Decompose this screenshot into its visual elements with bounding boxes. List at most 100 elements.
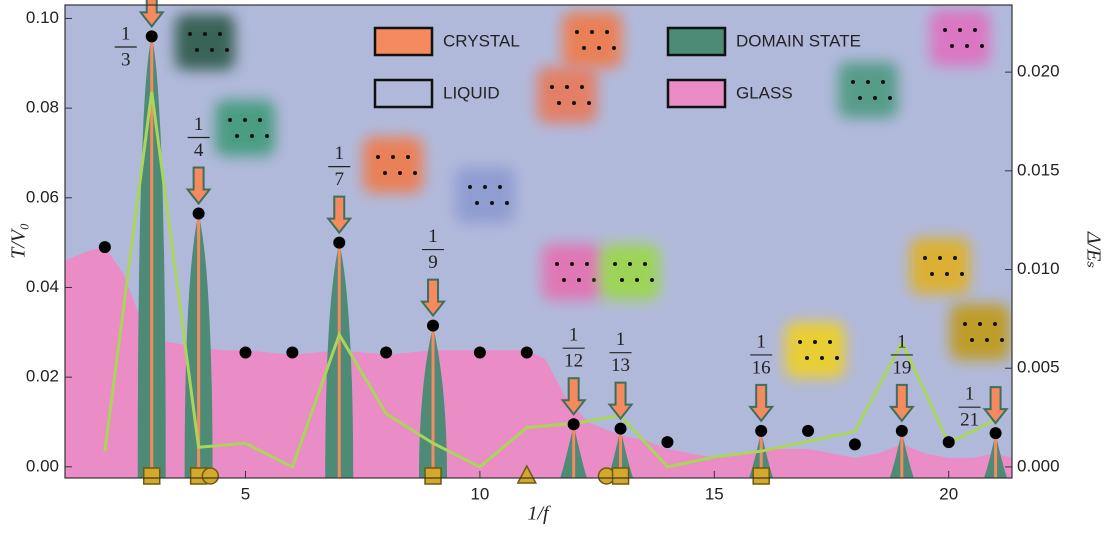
- snapshot-glow: [562, 12, 622, 68]
- fraction-denominator: 4: [194, 140, 204, 161]
- snapshot-dot: [930, 272, 934, 276]
- snapshot-dot: [235, 134, 239, 138]
- snapshot-glow: [600, 244, 660, 300]
- legend-label: LIQUID: [443, 83, 500, 102]
- snapshot-dot: [866, 80, 870, 84]
- temperature-point: [849, 438, 861, 450]
- snapshot-dot: [805, 356, 809, 360]
- snapshot-dot: [923, 256, 927, 260]
- snapshot-dot: [498, 185, 502, 189]
- fraction-denominator: 3: [121, 49, 131, 70]
- snapshot-dot: [468, 185, 472, 189]
- snapshot-dot: [383, 171, 387, 175]
- snapshot-dot: [555, 262, 559, 266]
- y2-tick-label: 0.020: [1017, 62, 1060, 81]
- square-marker: [753, 468, 769, 484]
- snapshot-dot: [577, 278, 581, 282]
- y-tick-label: 0.02: [26, 367, 59, 386]
- snapshot-dot: [881, 80, 885, 84]
- legend-swatch: [375, 80, 432, 107]
- temperature-point: [333, 237, 345, 249]
- snapshot-dot: [592, 278, 596, 282]
- fraction-denominator: 16: [752, 357, 771, 378]
- snapshot-dot: [851, 80, 855, 84]
- temperature-point: [99, 241, 111, 253]
- snapshot-dot: [413, 171, 417, 175]
- snapshot-dot: [1000, 338, 1004, 342]
- legend-swatch: [668, 80, 725, 107]
- snapshot-dot: [798, 340, 802, 344]
- snapshot-glow: [950, 304, 1010, 360]
- snapshot-glow: [785, 322, 845, 378]
- fraction-numerator: 1: [569, 325, 579, 346]
- x-tick-label: 5: [241, 484, 250, 503]
- y-tick-label: 0.08: [26, 98, 59, 117]
- snapshot-dot: [557, 101, 561, 105]
- snapshot-dot: [813, 340, 817, 344]
- snapshot-dot: [585, 262, 589, 266]
- snapshot-dot: [985, 338, 989, 342]
- x-tick-label: 10: [470, 484, 489, 503]
- temperature-point: [943, 436, 955, 448]
- legend-swatch: [668, 28, 725, 55]
- legend-label: GLASS: [736, 83, 793, 102]
- snapshot-dot: [978, 322, 982, 326]
- snapshot-dot: [965, 44, 969, 48]
- fraction-numerator: 1: [428, 226, 438, 247]
- x-tick-label: 15: [705, 484, 724, 503]
- snapshot-dot: [888, 96, 892, 100]
- temperature-point: [802, 425, 814, 437]
- y-tick-label: 0.06: [26, 187, 59, 206]
- circle-marker: [202, 468, 218, 484]
- temperature-point: [239, 346, 251, 358]
- snapshot-glow: [838, 62, 898, 118]
- fraction-denominator: 19: [892, 357, 911, 378]
- snapshot-dot: [250, 134, 254, 138]
- snapshot-dot: [960, 272, 964, 276]
- snapshot-dot: [828, 340, 832, 344]
- square-marker: [613, 468, 629, 484]
- snapshot-dot: [398, 171, 402, 175]
- temperature-point: [146, 30, 158, 42]
- snapshot-dot: [575, 30, 579, 34]
- snapshot-dot: [613, 262, 617, 266]
- snapshot-dot: [858, 96, 862, 100]
- snapshot-dot: [582, 46, 586, 50]
- snapshot-dot: [835, 356, 839, 360]
- snapshot-dot: [953, 256, 957, 260]
- legend-label: DOMAIN STATE: [736, 31, 861, 50]
- y2-tick-label: 0.010: [1017, 259, 1060, 278]
- snapshot-dot: [570, 262, 574, 266]
- snapshot-dot: [188, 32, 192, 36]
- snapshot-dot: [980, 44, 984, 48]
- fraction-numerator: 1: [335, 143, 345, 164]
- snapshot-dot: [973, 28, 977, 32]
- fraction-denominator: 13: [611, 355, 630, 376]
- chart: 13141719112113116119121CRYSTALLIQUIDDOMA…: [0, 0, 1110, 529]
- snapshot-dot: [565, 85, 569, 89]
- snapshot-dot: [258, 118, 262, 122]
- square-marker: [144, 468, 160, 484]
- snapshot-dot: [938, 256, 942, 260]
- temperature-point: [380, 346, 392, 358]
- snapshot-dot: [195, 48, 199, 52]
- y-tick-label: 0.04: [26, 277, 59, 296]
- snapshot-dot: [218, 32, 222, 36]
- x-axis-label: 1/f: [527, 503, 551, 525]
- snapshot-glow: [537, 67, 597, 123]
- y-axis-label: T/V₀: [8, 223, 30, 259]
- temperature-point: [474, 346, 486, 358]
- snapshot-glow: [215, 100, 275, 156]
- snapshot-dot: [391, 155, 395, 159]
- y2-axis-label: Δ/Eₛ: [1082, 231, 1104, 268]
- y-tick-label: 0.10: [26, 8, 59, 27]
- snapshot-dot: [580, 85, 584, 89]
- fraction-denominator: 12: [564, 351, 583, 372]
- fraction-denominator: 21: [960, 410, 979, 431]
- snapshot-dot: [873, 96, 877, 100]
- y2-tick-label: 0.005: [1017, 358, 1060, 377]
- snapshot-glow: [455, 167, 515, 223]
- y2-tick-label: 0.000: [1017, 456, 1060, 475]
- snapshot-dot: [950, 44, 954, 48]
- fraction-numerator: 1: [616, 329, 626, 350]
